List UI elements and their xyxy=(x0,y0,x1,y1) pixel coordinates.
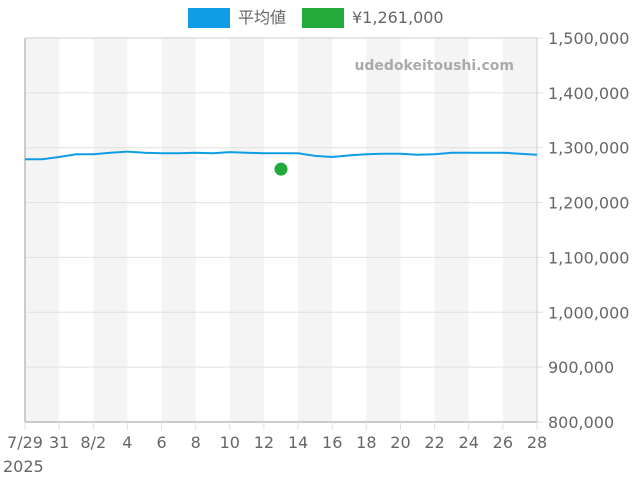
x-tick-label: 16 xyxy=(322,433,342,452)
x-tick-label: 10 xyxy=(220,433,240,452)
x-tick-label: 28 xyxy=(527,433,547,452)
y-tick-label: 1,300,000 xyxy=(548,139,629,158)
x-tick-label: 18 xyxy=(356,433,376,452)
legend-item-current-price[interactable]: ¥1,261,000 xyxy=(302,8,444,28)
day-band xyxy=(93,38,128,422)
day-band xyxy=(298,38,333,422)
legend-swatch-current-price xyxy=(302,8,344,28)
y-tick-label: 1,200,000 xyxy=(548,194,629,213)
y-axis-labels: 800,000 900,000 1,000,000 1,100,000 1,200,00… xyxy=(548,29,629,432)
day-band xyxy=(161,38,196,422)
y-tick-label: 900,000 xyxy=(548,358,614,377)
day-band xyxy=(229,38,264,422)
x-tick-label: 8/2 xyxy=(80,433,106,452)
alternating-day-bands xyxy=(25,38,537,422)
y-tick-label: 800,000 xyxy=(548,413,614,432)
chart-legend: 平均値 ¥1,261,000 xyxy=(0,8,640,30)
legend-label-average: 平均値 xyxy=(238,8,287,27)
x-tick-label: 22 xyxy=(424,433,444,452)
x-tick-label: 14 xyxy=(288,433,308,452)
y-tick-label: 1,500,000 xyxy=(548,29,629,48)
current-price-dot xyxy=(274,162,288,176)
legend-swatch-average xyxy=(188,8,230,28)
x-tick-label: 4 xyxy=(122,433,132,452)
x-axis-labels: 7/29 31 8/2 4 6 8 10 12 14 16 18 20 22 24 26 28 2025 xyxy=(3,433,547,476)
legend-label-current-price: ¥1,261,000 xyxy=(352,8,444,27)
x-tick-label: 26 xyxy=(493,433,513,452)
current-price-points xyxy=(274,162,288,176)
day-band xyxy=(25,38,60,422)
plot-frame xyxy=(24,37,538,430)
day-band xyxy=(366,38,401,422)
x-tick-label: 24 xyxy=(459,433,479,452)
year-label: 2025 xyxy=(3,457,44,476)
x-tick-label: 7/29 xyxy=(7,433,43,452)
x-tick-label: 12 xyxy=(254,433,274,452)
x-tick-label: 8 xyxy=(191,433,201,452)
average-price-line xyxy=(25,150,538,161)
y-tick-label: 1,000,000 xyxy=(548,303,629,322)
x-tick-label: 6 xyxy=(156,433,166,452)
day-band xyxy=(434,38,469,422)
legend-item-average[interactable]: 平均値 xyxy=(188,8,286,28)
x-tick-label: 20 xyxy=(390,433,410,452)
day-band xyxy=(502,38,537,422)
y-tick-label: 1,400,000 xyxy=(548,84,629,103)
x-tick-label: 31 xyxy=(49,433,69,452)
y-tick-label: 1,100,000 xyxy=(548,248,629,267)
watermark: udedokeitoushi.com xyxy=(354,58,514,74)
